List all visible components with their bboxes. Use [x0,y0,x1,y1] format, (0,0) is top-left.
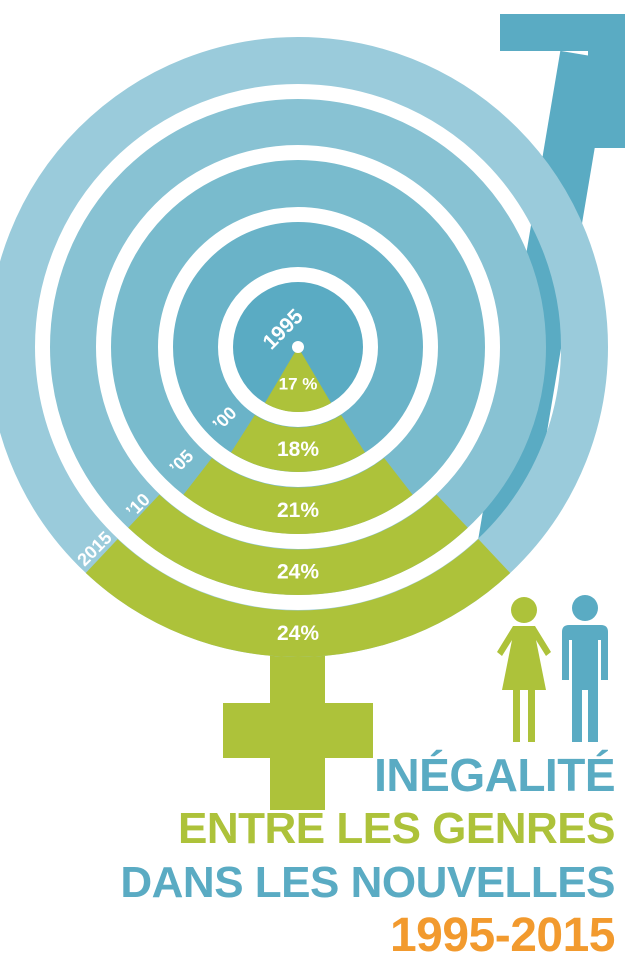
segment-05 [183,458,413,534]
title-line-3: DANS LES NOUVELLES [120,858,615,907]
title-line-4: 1995-2015 [389,909,616,962]
value-label-0: 17 % [279,374,318,393]
value-label-4: 24% [277,622,319,645]
segment-2015 [85,539,511,657]
year-rings [0,37,608,657]
title-line-2: ENTRE LES GENRES [178,804,615,853]
woman-icon [497,597,551,742]
female-cross-horizontal [223,703,373,758]
value-label-3: 24% [277,561,319,584]
center-dot [292,341,304,353]
male-arrow-shaft [476,50,610,555]
people-icons [497,595,608,742]
male-symbol-icon [476,14,625,555]
title-line-1: INÉGALITÉ [374,749,615,801]
value-label-1: 18% [277,438,319,461]
segment-00 [231,414,365,472]
man-icon [562,595,608,742]
segment-1995 [264,347,332,412]
value-label-2: 21% [277,499,319,522]
male-arrow-head [500,14,625,148]
segment-10 [128,494,468,595]
